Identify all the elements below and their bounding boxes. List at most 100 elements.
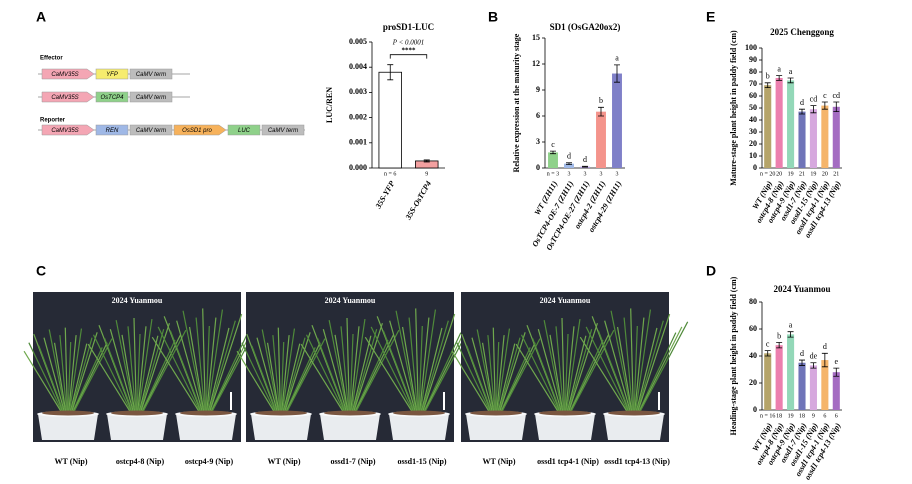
part-label: CaMV35S	[51, 128, 78, 134]
n-label: 3	[568, 171, 571, 177]
leaf	[350, 318, 366, 415]
leaf	[70, 332, 98, 415]
y-tick-label: 0	[753, 405, 757, 414]
photo-caption: ossd1-7 (Nip)	[330, 457, 375, 466]
leaf	[87, 343, 133, 415]
leaf	[139, 322, 170, 415]
leaf	[251, 345, 278, 415]
error-bar	[787, 331, 794, 338]
significance-letter: cd	[810, 94, 818, 103]
gene-box	[95, 68, 129, 80]
leaf	[496, 335, 505, 415]
significance-letter: d	[800, 349, 804, 358]
bar	[832, 106, 840, 168]
y-tick-label: 40	[749, 351, 757, 360]
bar	[764, 85, 772, 168]
leaf	[328, 319, 349, 415]
leaf	[415, 308, 419, 415]
leaf	[496, 328, 511, 415]
soil	[470, 410, 522, 416]
n-label: 19	[788, 413, 794, 419]
gene-box	[227, 124, 261, 136]
leaf	[284, 342, 321, 415]
bar	[832, 372, 840, 410]
leaf	[401, 326, 418, 415]
y-tick-label: 90	[749, 55, 757, 64]
leaf	[354, 329, 400, 415]
x-tick-label: 35S-YFP	[373, 179, 396, 211]
error-bar	[821, 352, 828, 368]
leaf	[420, 327, 443, 415]
leaf	[579, 336, 630, 415]
significance-letter: a	[789, 67, 793, 76]
leaf	[419, 309, 437, 415]
part-label: CaMV35S	[51, 95, 78, 101]
leaf	[282, 343, 301, 415]
leaf	[53, 342, 67, 415]
leaf	[151, 336, 202, 415]
pot	[251, 414, 311, 440]
leaf	[169, 330, 203, 415]
leaf	[109, 329, 135, 415]
soil	[324, 410, 376, 416]
photo-caption: WT (Nip)	[55, 457, 88, 466]
pot	[466, 414, 526, 440]
leaf	[623, 317, 634, 415]
photo-caption: WT (Nip)	[268, 457, 301, 466]
promoter	[41, 124, 95, 136]
leaf	[300, 343, 346, 415]
leaf	[350, 326, 360, 415]
leaf	[69, 343, 88, 415]
bar	[612, 73, 622, 168]
part-label: REN	[106, 128, 119, 134]
leaf	[43, 337, 66, 415]
reporter-label: Reporter	[40, 118, 66, 124]
p-value: P < 0.0001	[392, 38, 425, 46]
leaf	[157, 326, 202, 415]
leaf	[565, 318, 581, 415]
gene-box	[95, 124, 129, 136]
bar	[775, 78, 783, 168]
leaf	[568, 334, 610, 415]
y-tick-label: 0.000	[349, 163, 367, 172]
error-bar	[810, 362, 817, 369]
pot	[107, 414, 167, 440]
y-tick-label: 100	[745, 43, 757, 52]
leaf	[209, 332, 249, 415]
leaf	[138, 335, 159, 415]
error-bar	[821, 101, 828, 110]
leaf	[352, 322, 383, 415]
leaf	[277, 327, 281, 415]
panel-label: C	[36, 263, 46, 279]
pot	[535, 414, 595, 440]
y-axis-label: LUC/REN	[325, 87, 334, 123]
n-label: 18	[799, 413, 805, 419]
error-bar	[598, 106, 604, 117]
y-tick-label: 12	[532, 59, 540, 68]
y-tick-label: 10	[749, 151, 757, 160]
bracket	[389, 54, 428, 59]
significance-letter: d	[583, 155, 587, 164]
error-bar	[387, 64, 394, 81]
n-label: n = 20	[760, 171, 775, 177]
leaf	[568, 339, 604, 415]
n-label: 19	[810, 171, 816, 177]
leaf	[281, 335, 290, 415]
pot	[320, 414, 380, 440]
leaf	[633, 326, 638, 415]
panel-label: A	[36, 9, 46, 25]
leaf	[208, 313, 243, 415]
part-label: CaMV term	[268, 128, 298, 134]
leaf	[543, 319, 564, 415]
leaf	[422, 326, 468, 415]
bar	[787, 80, 795, 168]
n-label: n = 16	[760, 413, 775, 419]
pot	[176, 414, 236, 440]
bar	[564, 163, 574, 168]
y-tick-label: 60	[749, 91, 757, 100]
error-bar	[550, 150, 556, 155]
leaf	[634, 317, 645, 415]
leaf	[280, 342, 285, 415]
bar	[809, 365, 817, 410]
